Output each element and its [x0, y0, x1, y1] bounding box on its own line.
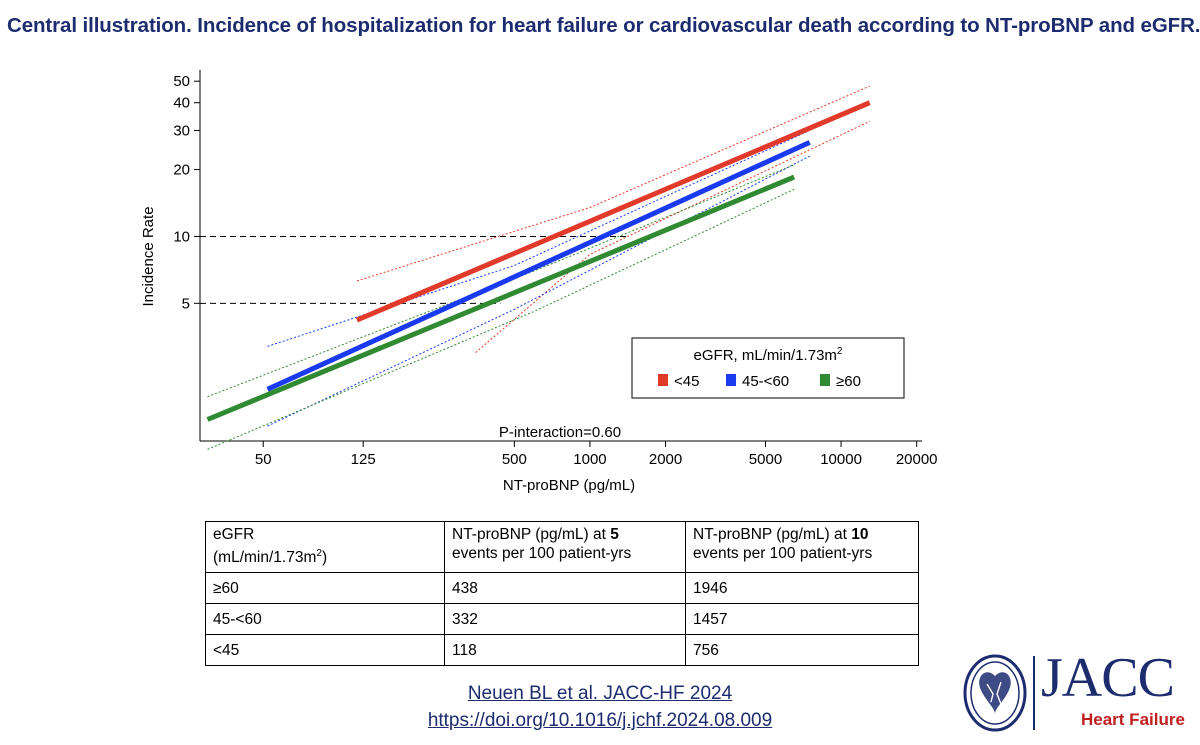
series-line-<45 — [355, 100, 871, 323]
y-tick-label: 40 — [173, 95, 190, 112]
series-line-45-<60 — [266, 140, 811, 392]
table-header-at10: NT-proBNP (pg/mL) at 10 events per 100 p… — [685, 521, 919, 573]
table-cell-egfr: ≥60 — [205, 572, 445, 604]
p-interaction-label: P-interaction=0.60 — [499, 424, 621, 441]
x-tick-label: 10000 — [820, 451, 862, 468]
legend-label-45-<60: 45-<60 — [742, 373, 789, 390]
x-tick-label: 5000 — [749, 451, 782, 468]
ci-upper-≥60 — [207, 164, 795, 398]
y-tick-label: 10 — [173, 228, 190, 245]
table-header-at5: NT-proBNP (pg/mL) at 5 events per 100 pa… — [444, 521, 686, 573]
x-tick-label: 1000 — [573, 451, 606, 468]
y-tick-label: 5 — [182, 295, 190, 312]
logo-wordmark: JACC — [1041, 647, 1175, 709]
x-tick-label: 20000 — [896, 451, 938, 468]
table-header-egfr: eGFR (mL/min/1.73m2) — [205, 521, 445, 573]
journal-seal-icon — [963, 654, 1027, 732]
legend-title: eGFR, mL/min/1.73m2 — [694, 346, 843, 364]
legend-swatch-45-<60 — [726, 374, 736, 386]
citation: Neuen BL et al. JACC-HF 2024 https://doi… — [0, 680, 1200, 734]
table-row: ≥60 438 1946 — [205, 572, 919, 604]
x-tick-label: 50 — [255, 451, 272, 468]
logo-subtitle: Heart Failure — [1081, 710, 1185, 729]
citation-doi-link[interactable]: https://doi.org/10.1016/j.jchf.2024.08.0… — [427, 710, 773, 731]
table-cell-at5: 118 — [444, 634, 686, 666]
x-axis-label: NT-proBNP (pg/mL) — [503, 477, 635, 494]
y-tick-label: 30 — [173, 122, 190, 139]
table-cell-at5: 438 — [444, 572, 686, 604]
table-cell-at10: 1457 — [685, 603, 919, 635]
table-header-row: eGFR (mL/min/1.73m2) NT-proBNP (pg/mL) a… — [205, 521, 919, 573]
legend-swatch-≥60 — [820, 374, 830, 386]
table-cell-egfr: <45 — [205, 634, 445, 666]
table-row: <45 118 756 — [205, 634, 919, 666]
y-tick-label: 50 — [173, 73, 190, 90]
threshold-table: eGFR (mL/min/1.73m2) NT-proBNP (pg/mL) a… — [205, 521, 919, 666]
series-line-≥60 — [206, 174, 796, 422]
legend-label-<45: <45 — [674, 373, 699, 390]
page-title: Central illustration. Incidence of hospi… — [7, 14, 1200, 37]
table-cell-at5: 332 — [444, 603, 686, 635]
table-cell-egfr: 45-<60 — [205, 603, 445, 635]
legend-swatch-<45 — [658, 374, 668, 386]
x-tick-label: 500 — [502, 451, 527, 468]
table-cell-at10: 1946 — [685, 572, 919, 604]
ci-lower-≥60 — [207, 188, 795, 450]
ci-lower-45-<60 — [267, 155, 810, 427]
ci-upper-45-<60 — [267, 130, 810, 347]
table-row: 45-<60 332 1457 — [205, 603, 919, 635]
jacc-logo: JACC Heart Failure — [963, 648, 1188, 734]
x-tick-label: 2000 — [649, 451, 682, 468]
table-cell-at10: 756 — [685, 634, 919, 666]
ci-lower-<45 — [475, 120, 870, 353]
ci-upper-<45 — [356, 85, 870, 282]
x-tick-label: 125 — [351, 451, 376, 468]
citation-reference-link[interactable]: Neuen BL et al. JACC-HF 2024 — [467, 683, 733, 704]
y-tick-label: 20 — [173, 162, 190, 179]
legend-box — [631, 337, 905, 399]
y-axis-label: Incidence Rate — [140, 206, 157, 306]
logo-divider — [1033, 656, 1035, 730]
legend-label-≥60: ≥60 — [836, 373, 861, 390]
incidence-chart: 5 10 20 30 40 50 50 125 500 1000 2000 5000 10000 2000… — [140, 70, 938, 494]
